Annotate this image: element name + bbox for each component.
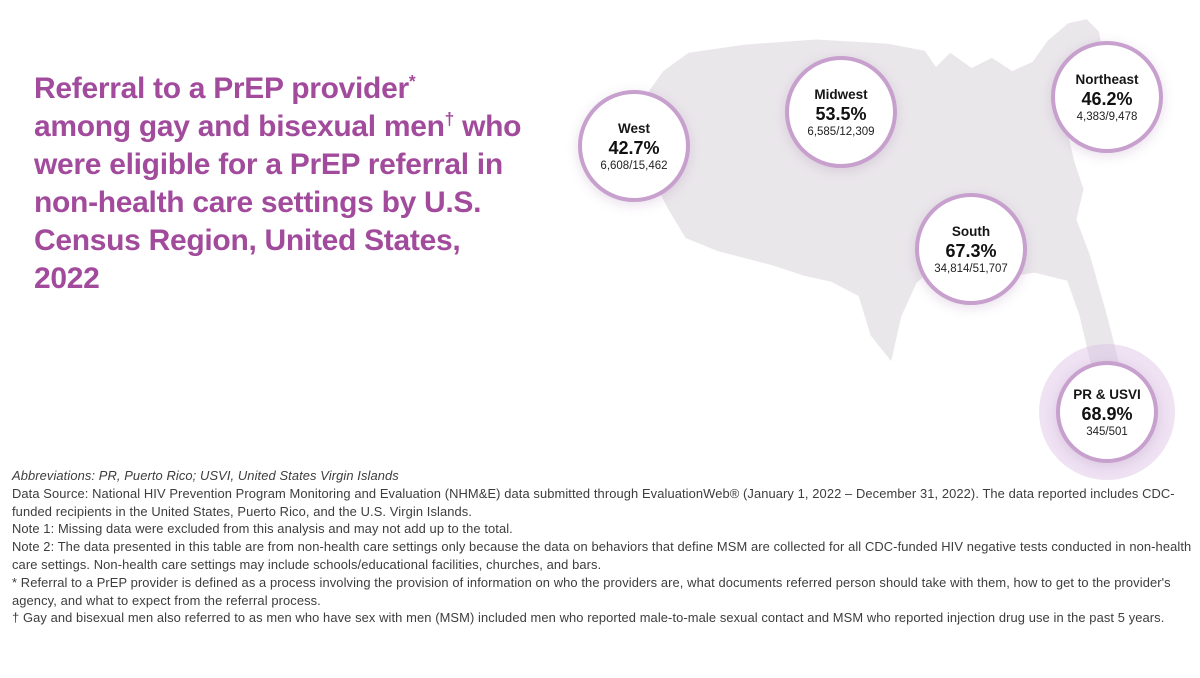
region-percent: 68.9% [1081,403,1133,424]
footnote-prep-definition: * Referral to a PrEP provider is defined… [12,574,1171,608]
region-name: Northeast [1075,71,1139,87]
region-percent: 46.2% [1081,88,1133,109]
region-fraction: 6,585/12,309 [807,125,875,138]
title-line: Referral to a PrEP provider* [34,71,416,105]
region-bubble-midwest: Midwest 53.5% 6,585/12,309 [785,56,897,168]
region-name: PR & USVI [1073,386,1141,402]
title-line: non-health care settings by U.S. [34,186,482,219]
region-fraction: 4,383/9,478 [1076,110,1138,123]
region-fraction: 34,814/51,707 [934,262,1008,275]
region-name: West [617,120,650,136]
footnotes: Abbreviations: PR, Puerto Rico; USVI, Un… [12,467,1192,627]
title-line: among gay and bisexual men† who [34,109,522,143]
title-line: Census Region, United States, [34,224,461,257]
region-bubble-west: West 42.7% 6,608/15,462 [578,90,690,202]
page-title: Referral to a PrEP provider* among gay a… [34,70,574,298]
region-percent: 42.7% [608,137,660,158]
region-name: Midwest [814,86,868,102]
region-percent: 67.3% [945,240,997,261]
title-line: were eligible for a PrEP referral in [34,148,503,181]
region-bubble-northeast: Northeast 46.2% 4,383/9,478 [1051,41,1163,153]
footnote-note1: Note 1: Missing data were excluded from … [12,521,513,537]
region-fraction: 6,608/15,462 [600,159,668,172]
title-line: 2022 [34,262,100,295]
region-bubble-south: South 67.3% 34,814/51,707 [915,193,1027,305]
footnote-data-source: Data Source: National HIV Prevention Pro… [12,485,1175,519]
footnote-abbreviations: Abbreviations: PR, Puerto Rico; USVI, Un… [12,468,399,483]
us-map [638,19,1135,454]
footnote-msm-definition: † Gay and bisexual men also referred to … [12,610,1165,626]
footnote-note2: Note 2: The data presented in this table… [12,539,1192,572]
region-fraction: 345/501 [1086,425,1128,438]
region-name: South [951,223,991,239]
region-bubble-pr-usvi: PR & USVI 68.9% 345/501 [1056,361,1158,463]
region-percent: 53.5% [815,103,867,124]
